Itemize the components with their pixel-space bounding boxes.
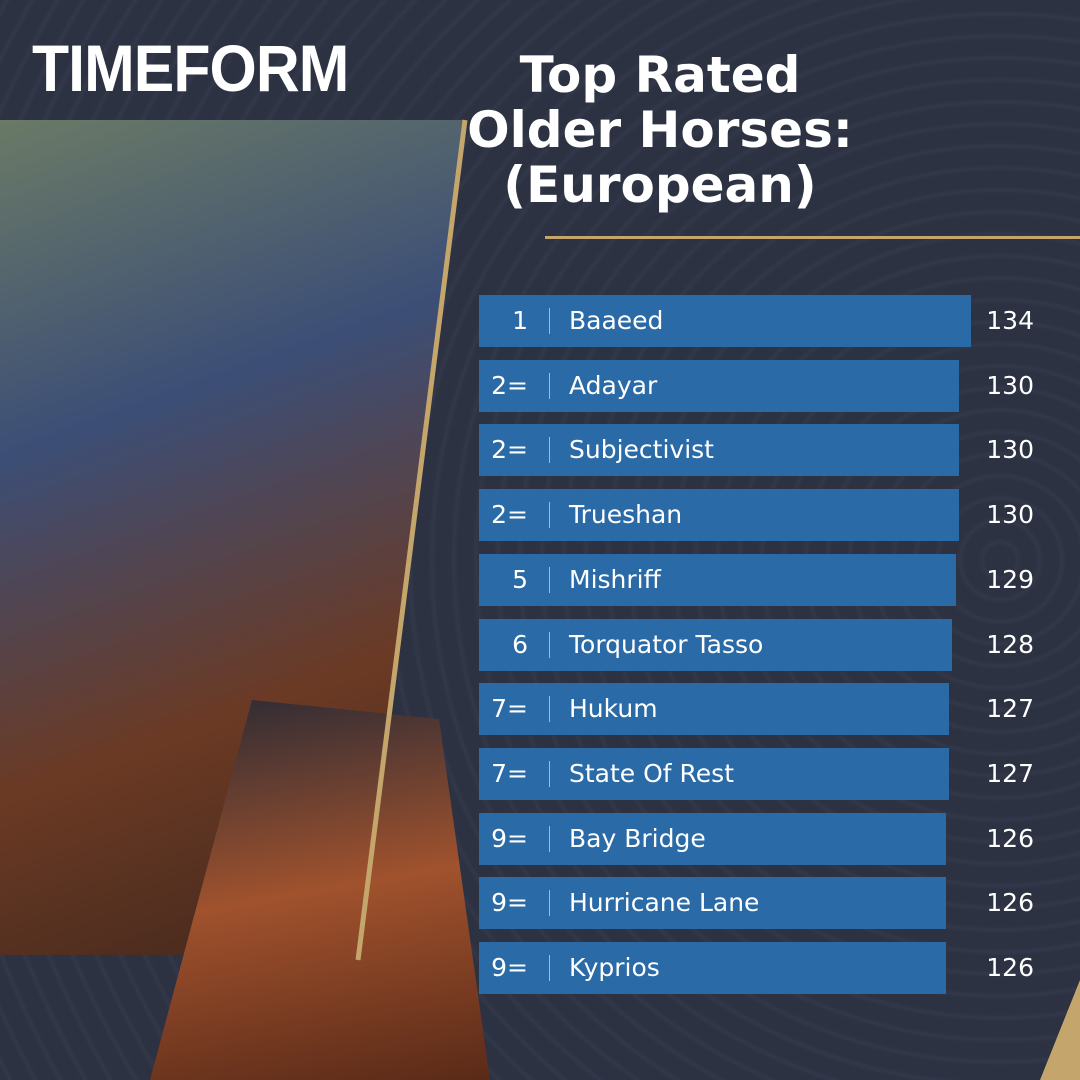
rank-label: 9=	[491, 888, 528, 918]
value-label: 128	[986, 629, 1034, 659]
bar	[479, 812, 947, 865]
category-label: Hukum	[569, 694, 658, 724]
category-label: Baaeed	[569, 306, 664, 335]
gold-stripe	[355, 119, 468, 961]
value-label: 130	[986, 435, 1034, 465]
value-label: 130	[986, 370, 1034, 400]
chart-title: Top Rated Older Horses: (European)	[240, 48, 1080, 213]
value-label: 126	[986, 888, 1034, 918]
rank-label: 7=	[491, 758, 528, 788]
value-label: 127	[986, 694, 1034, 724]
divider	[549, 372, 550, 399]
category-label: Trueshan	[569, 500, 683, 530]
divider	[549, 308, 550, 334]
bar	[479, 877, 947, 930]
category-label: Subjectivist	[569, 435, 714, 465]
rank-label: 5	[512, 564, 528, 594]
divider	[549, 825, 550, 852]
rank-label: 9=	[491, 823, 528, 853]
title-text: Top Rated Older Horses: (European)	[467, 46, 853, 214]
divider	[549, 437, 550, 464]
bar	[479, 424, 959, 477]
value-label: 126	[986, 823, 1034, 853]
value-label: 134	[986, 306, 1034, 335]
divider	[549, 955, 550, 981]
divider	[549, 890, 550, 917]
rank-label: 6	[512, 629, 528, 659]
rule	[545, 236, 1080, 239]
rank-label: 2=	[491, 500, 528, 530]
value-label: 130	[986, 500, 1034, 530]
value-label: 129	[986, 564, 1034, 594]
value-label: 126	[986, 953, 1034, 982]
bar	[479, 489, 959, 542]
bar	[479, 553, 956, 606]
divider	[549, 502, 550, 529]
category-label: State Of Rest	[569, 758, 735, 788]
category-label: Bay Bridge	[569, 823, 706, 853]
category-label: Adayar	[569, 370, 658, 400]
category-label: Kyprios	[569, 953, 660, 982]
brand-logo: TIMEFORM	[32, 31, 349, 105]
bar	[479, 942, 947, 994]
bar	[479, 295, 971, 347]
divider	[549, 696, 550, 723]
rank-label: 7=	[491, 694, 528, 724]
bar	[479, 618, 953, 671]
category-label: Mishriff	[569, 564, 661, 594]
gold-corner	[1040, 980, 1080, 1080]
bar	[479, 683, 950, 736]
divider	[549, 631, 550, 658]
bar	[479, 747, 950, 800]
divider	[549, 760, 550, 787]
divider	[549, 566, 550, 593]
category-label: Hurricane Lane	[569, 888, 760, 918]
rank-label: 2=	[491, 435, 528, 465]
rank-label: 1	[512, 306, 528, 335]
rank-label: 9=	[491, 953, 528, 982]
rank-label: 2=	[491, 370, 528, 400]
value-label: 127	[986, 758, 1034, 788]
category-label: Torquator Tasso	[569, 629, 764, 659]
bar	[479, 359, 959, 412]
